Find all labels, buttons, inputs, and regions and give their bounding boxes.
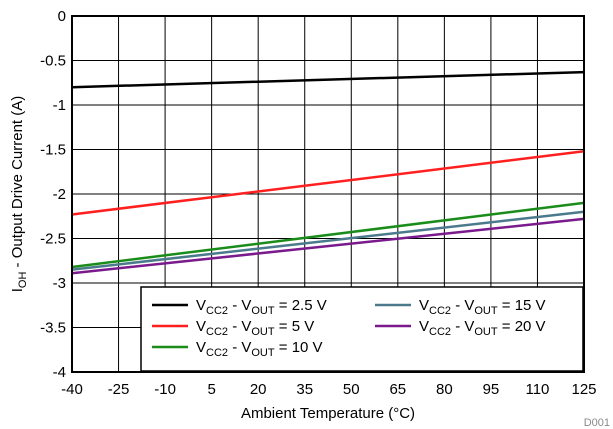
y-tick-label: -1 <box>53 97 66 114</box>
x-axis-label: Ambient Temperature (°C) <box>241 405 415 422</box>
legend-label: VCC2 - VOUT = 20 V <box>419 318 546 338</box>
y-tick-label: -0.5 <box>40 53 66 70</box>
legend-label: VCC2 - VOUT = 5 V <box>196 318 314 338</box>
y-tick-label: -2 <box>53 186 66 203</box>
y-axis-label: IOH - Output Drive Current (A) <box>9 96 29 293</box>
series-line-3 <box>71 201 585 269</box>
y-axis-label-main: I <box>9 288 26 292</box>
y-tick-label: -1.5 <box>40 142 66 159</box>
figure-code: D001 <box>584 417 610 429</box>
plot-frame <box>71 15 585 373</box>
x-tick-label: 20 <box>250 381 267 398</box>
series-lines <box>71 70 585 275</box>
x-tick-label: 95 <box>483 381 500 398</box>
y-tick-label: -3 <box>53 275 66 292</box>
series-line-5 <box>71 217 585 275</box>
y-tick-label: -2.5 <box>40 231 66 248</box>
legend-label: VCC2 - VOUT = 2.5 V <box>196 297 327 317</box>
x-tick-label: -25 <box>108 381 130 398</box>
x-tick-label: 80 <box>436 381 453 398</box>
y-axis-label-sub: OH <box>17 272 29 289</box>
x-tick-label: 125 <box>571 381 596 398</box>
x-tick-label: 50 <box>343 381 360 398</box>
legend-label: VCC2 - VOUT = 15 V <box>419 297 546 317</box>
y-tick-label: 0 <box>58 8 66 25</box>
x-tick-labels: -40 -25 -10 5 20 35 50 65 80 95 110 125 <box>61 381 596 398</box>
x-tick-label: 5 <box>207 381 215 398</box>
x-tick-label: -10 <box>154 381 176 398</box>
legend-label: VCC2 - VOUT = 10 V <box>196 339 323 359</box>
series-line-4 <box>71 210 585 271</box>
x-tick-label: 35 <box>296 381 313 398</box>
series-line-1 <box>71 70 585 89</box>
series-line-2 <box>71 150 585 216</box>
x-tick-label: 110 <box>525 381 549 398</box>
y-tick-label: -3.5 <box>40 320 66 337</box>
y-tick-labels: 0 -0.5 -1 -1.5 -2 -2.5 -3 -3.5 -4 <box>40 8 66 381</box>
x-tick-label: -40 <box>61 381 83 398</box>
y-tick-label: -4 <box>53 364 66 381</box>
x-tick-label: 65 <box>389 381 406 398</box>
y-axis-label-rest: - Output Drive Current (A) <box>9 96 26 272</box>
